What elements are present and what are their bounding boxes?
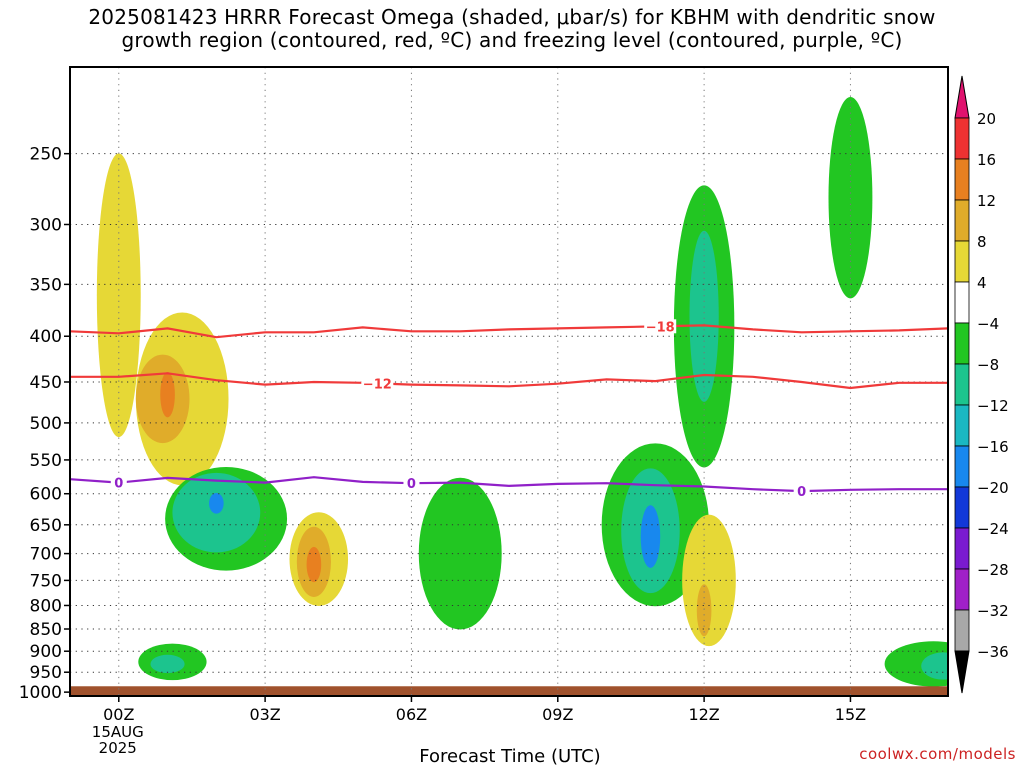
y-tick-label-850: 850: [30, 620, 62, 640]
contour-label-bg-2-1: [403, 476, 420, 491]
y-tick-label-600: 600: [30, 485, 62, 505]
contour-label-0-0: −18: [646, 320, 675, 335]
y-tick-label-450: 450: [30, 373, 62, 393]
x-date-label-1: 2025: [99, 739, 137, 757]
contour-label-2-1: 0: [407, 477, 416, 492]
y-tick-label-700: 700: [30, 545, 62, 565]
colorbar: 20 16 12 8 4 −4 −8 −12 −16 −20 −24 −28 −32 −36: [954, 75, 1009, 694]
colorbar-tick-label-0: 20: [977, 110, 996, 128]
title-line-1: 2025081423 HRRR Forecast Omega (shaded, …: [88, 5, 936, 29]
x-tick-label-12Z: 12Z: [688, 705, 719, 724]
x-tick-label-09Z: 09Z: [542, 705, 573, 724]
y-tick-label-900: 900: [30, 642, 62, 662]
omega-region-18: [828, 97, 873, 299]
colorbar-tick-label-11: −28: [977, 561, 1009, 579]
omega-region-13: [640, 505, 661, 568]
title-line-2: growth region (contoured, red, ºC) and f…: [121, 28, 903, 52]
y-tick-label-500: 500: [30, 414, 62, 434]
contour-label-bg-2-0: [110, 475, 127, 490]
colorbar-segment-9: [954, 486, 970, 529]
terrain-fill: [70, 686, 948, 696]
contour-label-1-0: −12: [363, 377, 392, 392]
omega-region-6: [209, 492, 224, 514]
y-tick-label-350: 350: [30, 275, 62, 295]
colorbar-bottom-arrow: [954, 650, 970, 694]
colorbar-tick-label-13: −36: [977, 643, 1009, 661]
colorbar-tick-label-12: −32: [977, 602, 1009, 620]
y-tick-label-800: 800: [30, 596, 62, 616]
x-axis-label-text: Forecast Time (UTC): [419, 746, 601, 767]
y-tick-label-1000: 1000: [19, 683, 62, 703]
colorbar-segment-2: [954, 199, 970, 242]
colorbar-segment-7: [954, 404, 970, 447]
colorbar-tick-label-3: 8: [977, 233, 987, 251]
colorbar-top-arrow: [954, 75, 970, 119]
chart-title: 2025081423 HRRR Forecast Omega (shaded, …: [0, 6, 1024, 52]
contour-line-1: [70, 372, 948, 390]
omega-region-3: [160, 372, 175, 418]
contour-label-bg-1-0: [361, 376, 394, 391]
y-tick-label-750: 750: [30, 571, 62, 591]
y-tick-label-550: 550: [30, 451, 62, 471]
omega-region-17: [696, 584, 712, 637]
y-tick-label-650: 650: [30, 516, 62, 536]
colorbar-segment-4: [954, 281, 970, 324]
colorbar-segment-6: [954, 363, 970, 406]
colorbar-tick-label-9: −20: [977, 479, 1009, 497]
omega-region-22: [921, 652, 948, 680]
plot-area: −18 −12 0 0 0: [70, 67, 948, 696]
colorbar-tick-label-7: −12: [977, 397, 1009, 415]
colorbar-segment-11: [954, 568, 970, 611]
contour-label-2-2: 0: [797, 485, 806, 500]
omega-region-9: [306, 546, 322, 583]
x-tick-label-06Z: 06Z: [396, 705, 427, 724]
x-date-label-0: 15AUG: [92, 723, 144, 741]
omega-region-15: [689, 230, 719, 402]
colorbar-tick-label-8: −16: [977, 438, 1009, 456]
watermark: coolwx.com/models: [859, 745, 1016, 763]
colorbar-tick-label-5: −4: [977, 315, 999, 333]
y-tick-label-300: 300: [30, 215, 62, 235]
x-tick-label-03Z: 03Z: [249, 705, 280, 724]
contour-label-2-0: 0: [114, 477, 123, 492]
omega-region-20: [150, 654, 185, 674]
colorbar-tick-label-10: −24: [977, 520, 1009, 538]
x-tick-label-00Z: 00Z: [103, 705, 134, 724]
colorbar-segment-5: [954, 322, 970, 365]
colorbar-segment-12: [954, 609, 970, 652]
y-tick-label-950: 950: [30, 663, 62, 683]
colorbar-segment-10: [954, 527, 970, 570]
contour-label-bg-2-2: [793, 484, 810, 499]
y-tick-label-400: 400: [30, 327, 62, 347]
contour-line-0: [70, 324, 948, 339]
colorbar-segment-1: [954, 158, 970, 201]
colorbar-tick-label-2: 12: [977, 192, 996, 210]
colorbar-tick-label-4: 4: [977, 274, 987, 292]
y-tick-label-250: 250: [30, 145, 62, 165]
colorbar-segment-3: [954, 240, 970, 283]
x-axis-label: Forecast Time (UTC): [0, 746, 1024, 767]
omega-region-10: [418, 477, 502, 630]
colorbar-tick-label-1: 16: [977, 151, 996, 169]
x-tick-label-15Z: 15Z: [835, 705, 866, 724]
colorbar-tick-label-6: −8: [977, 356, 999, 374]
colorbar-segment-8: [954, 445, 970, 488]
contour-label-bg-0-0: [644, 319, 677, 334]
colorbar-segment-0: [954, 117, 970, 160]
